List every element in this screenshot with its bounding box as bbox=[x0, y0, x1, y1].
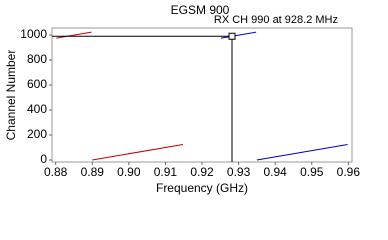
y-tick-label: 0 bbox=[40, 152, 47, 166]
annotation: RX CH 990 at 928.2 MHz bbox=[214, 14, 338, 26]
y-tick-label: 1000 bbox=[20, 27, 47, 41]
y-axis-label: Channel Number bbox=[4, 50, 18, 141]
background bbox=[0, 0, 388, 200]
series-line bbox=[92, 144, 184, 161]
x-tick-label: 0.90 bbox=[117, 165, 141, 179]
y-tick-label: 800 bbox=[27, 52, 47, 66]
x-tick-label: 0.91 bbox=[154, 165, 178, 179]
x-tick-label: 0.93 bbox=[227, 165, 251, 179]
x-tick-label: 0.95 bbox=[300, 165, 324, 179]
series-line bbox=[56, 31, 92, 39]
x-tick-label: 0.92 bbox=[190, 165, 214, 179]
x-axis-label: Frequency (GHz) bbox=[156, 181, 248, 195]
x-tick-label: 0.94 bbox=[263, 165, 287, 179]
marker bbox=[228, 32, 236, 40]
y-tick-label: 600 bbox=[27, 77, 47, 91]
chart-title: EGSM 900 bbox=[171, 3, 230, 17]
series-line bbox=[256, 144, 348, 161]
y-tick-label: 200 bbox=[27, 127, 47, 141]
series-line bbox=[220, 31, 257, 39]
chart: EGSM 900 RX CH 990 at 928.2 MHz Channel … bbox=[0, 0, 388, 200]
y-tick-label: 400 bbox=[27, 102, 47, 116]
x-tick-label: 0.88 bbox=[44, 165, 68, 179]
x-tick-label: 0.89 bbox=[81, 165, 105, 179]
x-tick-label: 0.96 bbox=[337, 165, 361, 179]
